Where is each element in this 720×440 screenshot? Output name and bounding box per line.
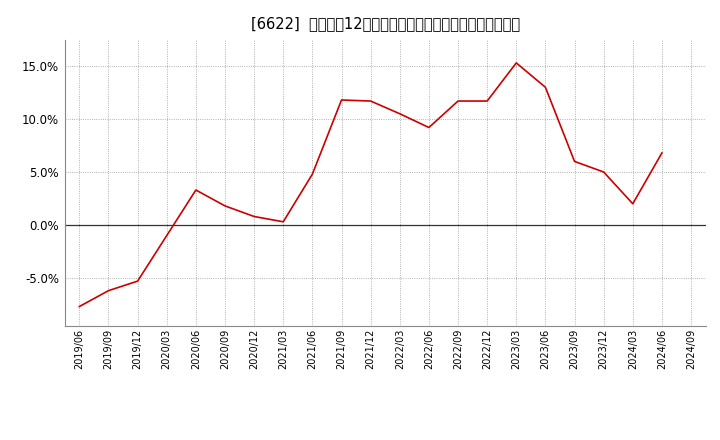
Title: [6622]  売上高の12か月移動合計の対前年同期増減率の推移: [6622] 売上高の12か月移動合計の対前年同期増減率の推移 <box>251 16 520 32</box>
